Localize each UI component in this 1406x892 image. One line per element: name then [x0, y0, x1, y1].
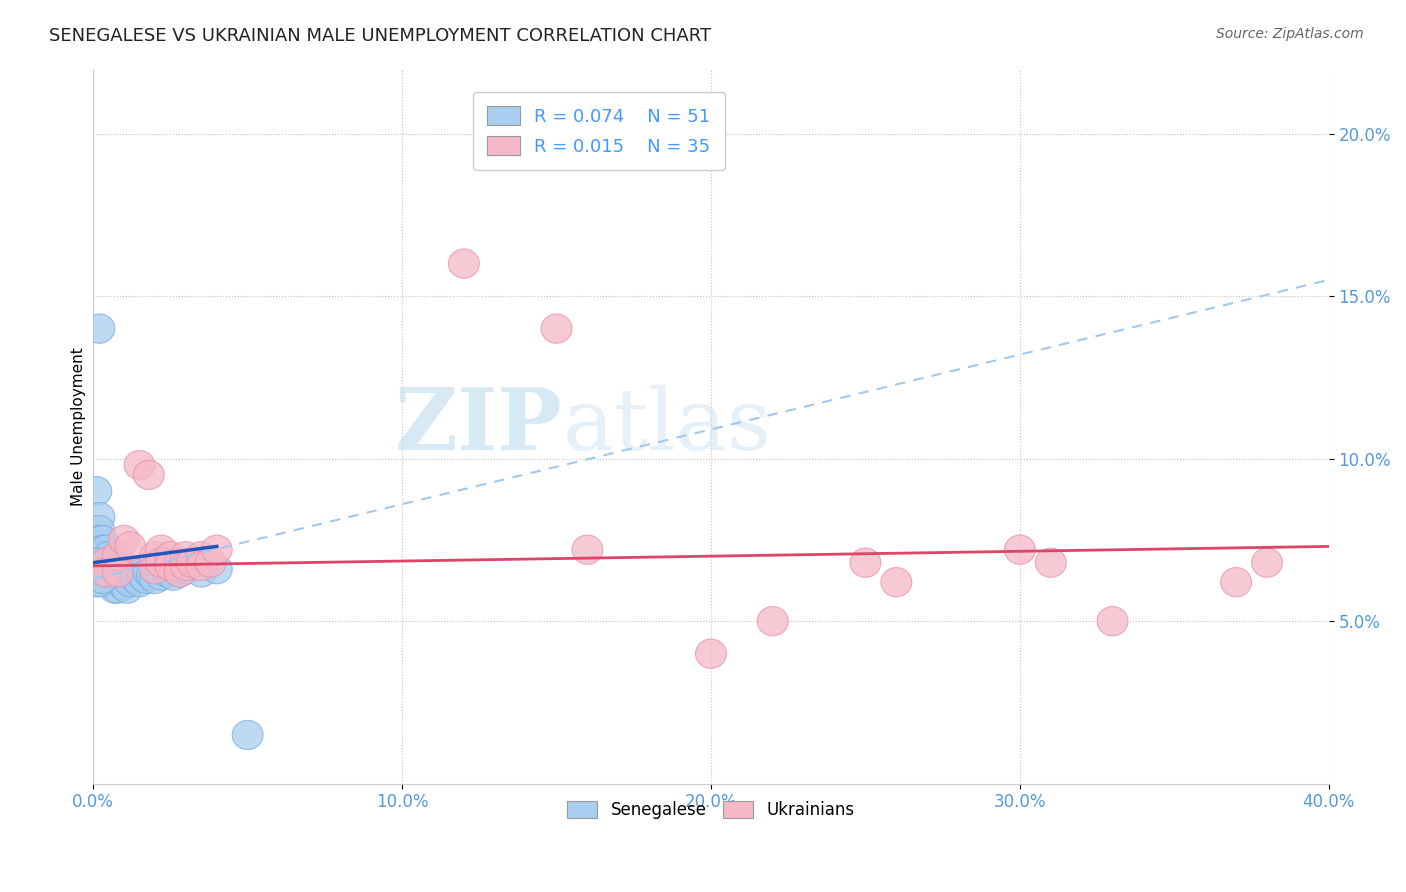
Ellipse shape	[87, 541, 118, 571]
Ellipse shape	[131, 565, 162, 593]
Ellipse shape	[1097, 607, 1128, 636]
Ellipse shape	[449, 249, 479, 278]
Ellipse shape	[84, 516, 115, 545]
Ellipse shape	[93, 561, 124, 591]
Ellipse shape	[100, 574, 131, 603]
Ellipse shape	[195, 548, 226, 577]
Ellipse shape	[103, 558, 134, 587]
Ellipse shape	[87, 535, 118, 565]
Ellipse shape	[165, 548, 195, 577]
Ellipse shape	[105, 558, 136, 587]
Ellipse shape	[1251, 548, 1282, 577]
Ellipse shape	[232, 721, 263, 749]
Ellipse shape	[87, 525, 118, 555]
Ellipse shape	[124, 567, 155, 597]
Legend: Senegalese, Ukrainians: Senegalese, Ukrainians	[561, 794, 862, 825]
Ellipse shape	[103, 541, 134, 571]
Ellipse shape	[96, 567, 127, 597]
Ellipse shape	[108, 561, 139, 591]
Ellipse shape	[80, 548, 111, 577]
Ellipse shape	[111, 574, 142, 603]
Ellipse shape	[103, 574, 134, 603]
Ellipse shape	[155, 551, 186, 581]
Ellipse shape	[758, 607, 789, 636]
Ellipse shape	[851, 548, 882, 577]
Ellipse shape	[90, 548, 121, 577]
Ellipse shape	[103, 565, 134, 593]
Ellipse shape	[121, 565, 152, 593]
Ellipse shape	[1004, 535, 1035, 565]
Ellipse shape	[152, 558, 183, 587]
Ellipse shape	[157, 561, 188, 591]
Ellipse shape	[80, 558, 111, 587]
Ellipse shape	[96, 558, 127, 587]
Ellipse shape	[201, 555, 232, 583]
Ellipse shape	[115, 567, 146, 597]
Ellipse shape	[118, 558, 149, 587]
Text: ZIP: ZIP	[395, 384, 562, 468]
Ellipse shape	[90, 548, 121, 577]
Ellipse shape	[136, 561, 167, 591]
Ellipse shape	[108, 571, 139, 600]
Ellipse shape	[146, 548, 177, 577]
Ellipse shape	[186, 541, 217, 571]
Ellipse shape	[1220, 567, 1251, 597]
Ellipse shape	[146, 535, 177, 565]
Ellipse shape	[186, 551, 217, 581]
Ellipse shape	[541, 314, 572, 343]
Ellipse shape	[146, 561, 177, 591]
Ellipse shape	[170, 541, 201, 571]
Ellipse shape	[100, 551, 131, 581]
Ellipse shape	[165, 558, 195, 587]
Ellipse shape	[100, 561, 131, 591]
Y-axis label: Male Unemployment: Male Unemployment	[72, 347, 86, 506]
Ellipse shape	[90, 535, 121, 565]
Ellipse shape	[80, 476, 111, 506]
Ellipse shape	[108, 525, 139, 555]
Ellipse shape	[572, 535, 603, 565]
Ellipse shape	[882, 567, 911, 597]
Ellipse shape	[84, 502, 115, 532]
Ellipse shape	[134, 558, 165, 587]
Ellipse shape	[111, 565, 142, 593]
Ellipse shape	[170, 551, 201, 581]
Ellipse shape	[170, 555, 201, 583]
Ellipse shape	[127, 561, 157, 591]
Ellipse shape	[90, 558, 121, 587]
Ellipse shape	[93, 551, 124, 581]
Ellipse shape	[696, 639, 727, 668]
Ellipse shape	[87, 565, 118, 593]
Ellipse shape	[80, 567, 111, 597]
Ellipse shape	[84, 314, 115, 343]
Ellipse shape	[165, 558, 195, 587]
Ellipse shape	[115, 532, 146, 561]
Ellipse shape	[105, 567, 136, 597]
Ellipse shape	[124, 450, 155, 480]
Ellipse shape	[155, 541, 186, 571]
Ellipse shape	[84, 525, 115, 555]
Ellipse shape	[96, 548, 127, 577]
Ellipse shape	[84, 567, 115, 597]
Text: atlas: atlas	[562, 384, 772, 467]
Ellipse shape	[93, 541, 124, 571]
Ellipse shape	[139, 555, 170, 583]
Ellipse shape	[1035, 548, 1066, 577]
Ellipse shape	[186, 558, 217, 587]
Ellipse shape	[139, 541, 170, 571]
Text: SENEGALESE VS UKRAINIAN MALE UNEMPLOYMENT CORRELATION CHART: SENEGALESE VS UKRAINIAN MALE UNEMPLOYMEN…	[49, 27, 711, 45]
Ellipse shape	[201, 535, 232, 565]
Text: Source: ZipAtlas.com: Source: ZipAtlas.com	[1216, 27, 1364, 41]
Ellipse shape	[90, 558, 121, 587]
Ellipse shape	[177, 548, 208, 577]
Ellipse shape	[139, 565, 170, 593]
Ellipse shape	[134, 460, 165, 490]
Ellipse shape	[103, 555, 134, 583]
